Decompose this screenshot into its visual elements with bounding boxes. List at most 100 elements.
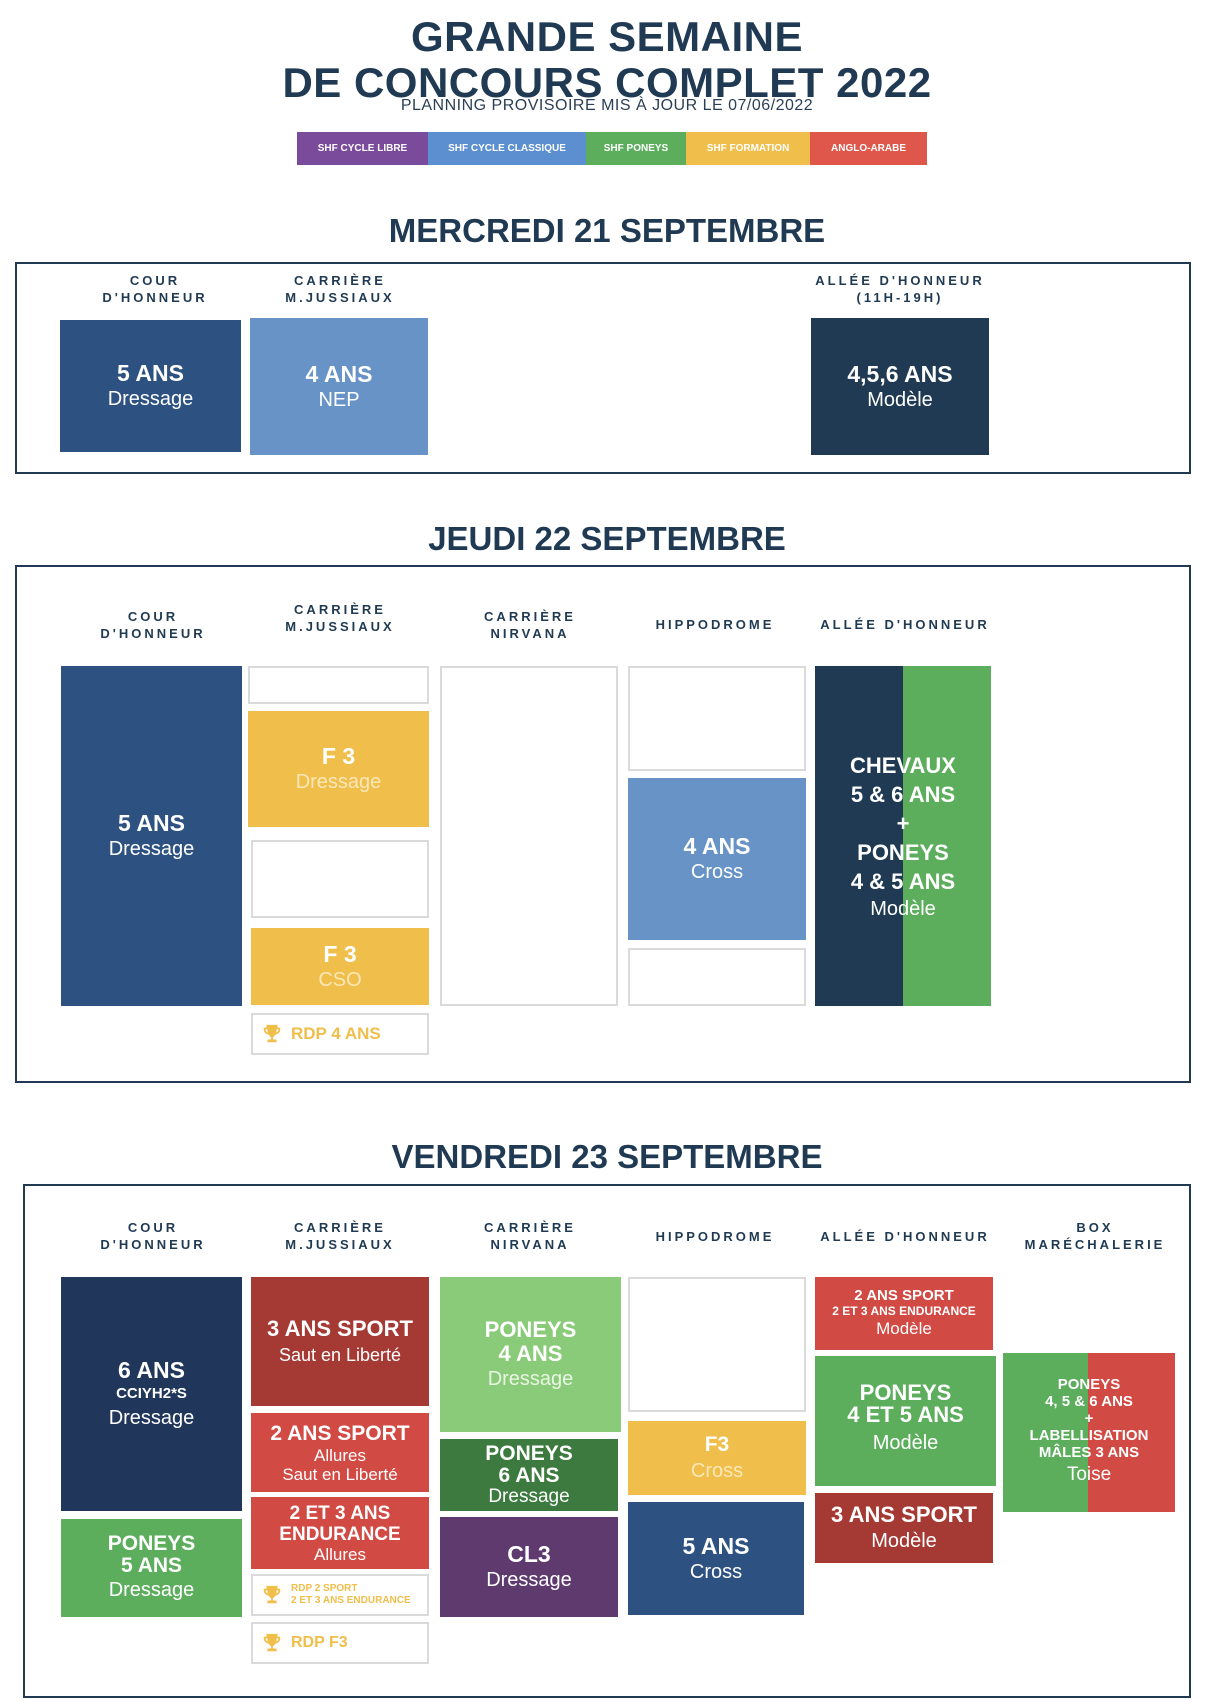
day2-allee-bg-green bbox=[903, 666, 991, 1006]
day3-nirvana-poneys-4ans: PONEYS 4 ANS Dressage bbox=[440, 1277, 621, 1432]
block-subtitle: Dressage bbox=[486, 1569, 572, 1591]
block-subtitle: Modèle bbox=[870, 897, 936, 920]
day3-cour-6ans-dressage: 6 ANS CCIYH2*S Dressage bbox=[61, 1277, 242, 1511]
block-line: PONEYS bbox=[485, 1442, 573, 1465]
day2-nirvana-empty bbox=[440, 666, 618, 1006]
empty-slot bbox=[251, 840, 429, 918]
block-subtitle: Modèle bbox=[867, 388, 933, 411]
block-title: F 3 bbox=[321, 743, 356, 769]
rdp-label: 2 ET 3 ANS ENDURANCE bbox=[291, 1595, 411, 1606]
day3-cour-poneys-5ans: PONEYS 5 ANS Dressage bbox=[61, 1519, 242, 1617]
block-mid: CCIYH2*S bbox=[116, 1385, 187, 1402]
day3-rdp-f3: RDP F3 bbox=[251, 1622, 429, 1664]
day2-col-nirvana: CARRIÈRE NIRVANA bbox=[484, 609, 576, 641]
block-line: MÂLES 3 ANS bbox=[1038, 1444, 1140, 1461]
block-line: 4, 5 & 6 ANS bbox=[1045, 1393, 1133, 1410]
day3-nirvana-poneys-6ans: PONEYS 6 ANS Dressage bbox=[440, 1439, 618, 1511]
block-subtitle: Modèle bbox=[876, 1319, 932, 1338]
day3-allee-3ans-sport-modele: 3 ANS SPORT Modèle bbox=[815, 1493, 993, 1563]
day2-allee-bg-navy bbox=[815, 666, 903, 1006]
legend-anglo-arabe: ANGLO-ARABE bbox=[810, 132, 927, 165]
day3-carriere-3ans-sport: 3 ANS SPORT Saut en Liberté bbox=[251, 1277, 429, 1406]
day1-carriere-4ans-nep: 4 ANS NEP bbox=[250, 318, 428, 455]
block-title: 6 ANS bbox=[118, 1357, 185, 1383]
block-subtitle: Dressage bbox=[107, 388, 194, 410]
day3-hippodrome-5ans-cross: 5 ANS Cross bbox=[628, 1502, 804, 1615]
block-title: 3 ANS SPORT bbox=[831, 1502, 977, 1527]
day2-allee-chevaux-poneys-modele: CHEVAUX 5 & 6 ANS + PONEYS 4 & 5 ANS Mod… bbox=[815, 666, 991, 1006]
block-subtitle: Allures bbox=[314, 1445, 366, 1465]
day2-carriere-f3-cso: F 3 CSO bbox=[251, 928, 429, 1005]
block-title: F3 bbox=[704, 1433, 730, 1456]
legend: SHF CYCLE LIBRE SHF CYCLE CLASSIQUE SHF … bbox=[297, 132, 927, 165]
block-subtitle: Cross bbox=[689, 1560, 743, 1583]
block-title: 4 ANS bbox=[683, 833, 751, 859]
block-title: F 3 bbox=[323, 940, 357, 967]
block-subtitle: Cross bbox=[690, 1460, 744, 1482]
block-line: 4 ANS bbox=[498, 1340, 563, 1366]
day3-title: VENDREDI 23 SEPTEMBRE bbox=[391, 1138, 823, 1175]
rdp-label: RDP 4 ANS bbox=[291, 1024, 381, 1043]
block-line: LABELLISATION bbox=[1029, 1427, 1149, 1444]
block-title: 5 ANS bbox=[117, 360, 184, 386]
block-line: PONEYS bbox=[859, 1380, 952, 1405]
block-subtitle: Modèle bbox=[871, 1530, 937, 1552]
block-subtitle: NEP bbox=[318, 388, 360, 411]
day1-col-carriere: CARRIÈRE M.JUSSIAUX bbox=[285, 273, 395, 305]
block-line: PONEYS bbox=[484, 1316, 577, 1342]
block-subtitle: Dressage bbox=[295, 771, 382, 793]
day3-col-carriere: CARRIÈRE M.JUSSIAUX bbox=[285, 1220, 395, 1252]
block-line: PONEYS bbox=[1057, 1376, 1121, 1393]
day1-col-allee: ALLÉE D'HONNEUR (11H-19H) bbox=[815, 273, 985, 305]
empty-slot bbox=[628, 948, 806, 1006]
block-title: 4,5,6 ANS bbox=[847, 360, 953, 387]
block-subtitle: Toise bbox=[1066, 1464, 1112, 1485]
block-subtitle: Dressage bbox=[487, 1367, 574, 1390]
day2-frame bbox=[15, 565, 1191, 1083]
page-title-line2: DE CONCOURS COMPLET 2022 bbox=[282, 59, 932, 106]
block-title: 2 ANS SPORT bbox=[270, 1421, 410, 1445]
block-title: 4 ANS bbox=[305, 360, 373, 387]
trophy-icon bbox=[263, 1585, 281, 1604]
legend-cycle-libre: SHF CYCLE LIBRE bbox=[297, 132, 428, 165]
day1-col-cour: COUR D'HONNEUR bbox=[102, 273, 208, 305]
day3-nirvana-cl3-dressage: CL3 Dressage bbox=[440, 1517, 618, 1617]
day3-carriere-2et3ans-endurance: 2 ET 3 ANS ENDURANCE Allures bbox=[251, 1497, 429, 1569]
block-subtitle: Dressage bbox=[108, 1579, 195, 1601]
page-subtitle: PLANNING PROVISOIRE MIS À JOUR LE 07/06/… bbox=[400, 97, 814, 114]
block-line: 5 ANS bbox=[120, 1554, 183, 1577]
day3-box-poneys-labellisation-toise: PONEYS 4, 5 & 6 ANS + LABELLISATION MÂLE… bbox=[1003, 1353, 1175, 1512]
day3-col-box: BOX MARÉCHALERIE bbox=[1024, 1220, 1166, 1252]
block-subtitle: Dressage bbox=[108, 838, 195, 860]
block-subtitle: Dressage bbox=[488, 1486, 570, 1507]
day2-carriere-f3-dressage: F 3 Dressage bbox=[248, 711, 429, 827]
empty-slot bbox=[628, 666, 806, 771]
day2-col-carriere: CARRIÈRE M.JUSSIAUX bbox=[285, 602, 395, 634]
trophy-icon bbox=[263, 1633, 281, 1652]
day3-frame bbox=[23, 1184, 1191, 1698]
block-line: ENDURANCE bbox=[279, 1523, 401, 1545]
block-subtitle: Saut en Liberté bbox=[282, 1464, 398, 1484]
day2-col-cour: COUR D'HONNEUR bbox=[100, 609, 206, 641]
block-line: 2 ET 3 ANS bbox=[289, 1502, 391, 1524]
legend-cycle-classique: SHF CYCLE CLASSIQUE bbox=[428, 132, 586, 165]
rdp-label: RDP 2 SPORT bbox=[291, 1583, 358, 1594]
day1-cour-5ans-dressage: 5 ANS Dressage bbox=[60, 320, 241, 452]
block-title: 5 ANS bbox=[682, 1532, 750, 1559]
day2-hippodrome-4ans-cross: 4 ANS Cross bbox=[628, 778, 806, 940]
block-subtitle: Modèle bbox=[872, 1432, 939, 1454]
day3-allee-poneys-4et5ans: PONEYS 4 ET 5 ANS Modèle bbox=[815, 1356, 996, 1486]
day3-col-nirvana: CARRIÈRE NIRVANA bbox=[484, 1220, 576, 1252]
day3-carriere-2ans-sport: 2 ANS SPORT Allures Saut en Liberté bbox=[251, 1413, 429, 1492]
block-line: 4 & 5 ANS bbox=[850, 868, 956, 894]
block-line: 6 ANS bbox=[498, 1464, 560, 1487]
block-subtitle: Allures bbox=[314, 1544, 366, 1564]
day3-col-hippodrome: HIPPODROME bbox=[655, 1229, 775, 1244]
trophy-icon bbox=[263, 1024, 281, 1043]
empty-slot bbox=[628, 1277, 806, 1412]
day3-rdp-2sport: RDP 2 SPORT 2 ET 3 ANS ENDURANCE bbox=[251, 1574, 429, 1616]
block-title: 3 ANS SPORT bbox=[267, 1315, 413, 1341]
block-line: 5 & 6 ANS bbox=[850, 781, 956, 807]
legend-poneys: SHF PONEYS bbox=[586, 132, 686, 165]
block-title: 5 ANS bbox=[118, 810, 185, 836]
